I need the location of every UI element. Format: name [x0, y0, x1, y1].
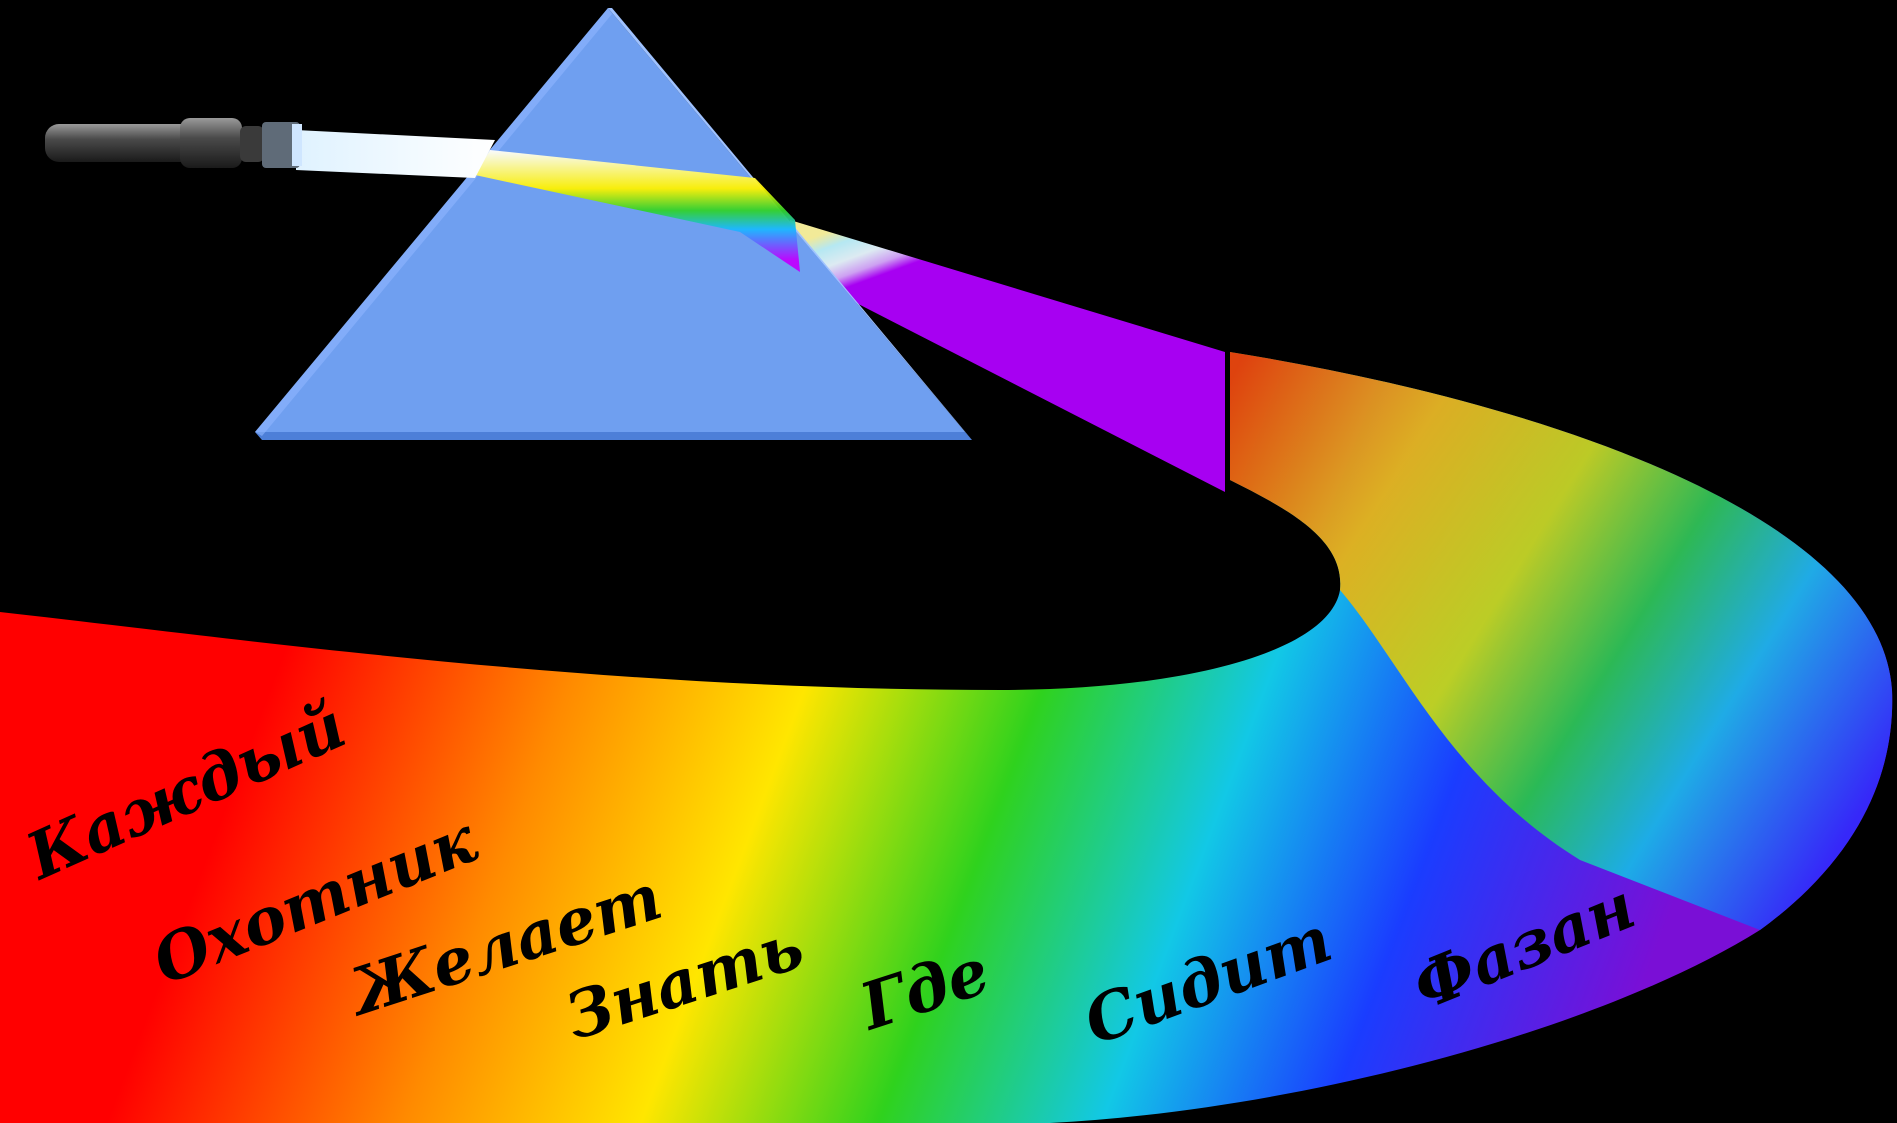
internal-beam [475, 150, 800, 272]
spectrum-band-upper [1230, 352, 1893, 930]
dispersed-beam [790, 220, 1225, 492]
prism-icon [255, 8, 972, 440]
flashlight-icon [45, 118, 302, 168]
white-light-beam [296, 130, 495, 178]
